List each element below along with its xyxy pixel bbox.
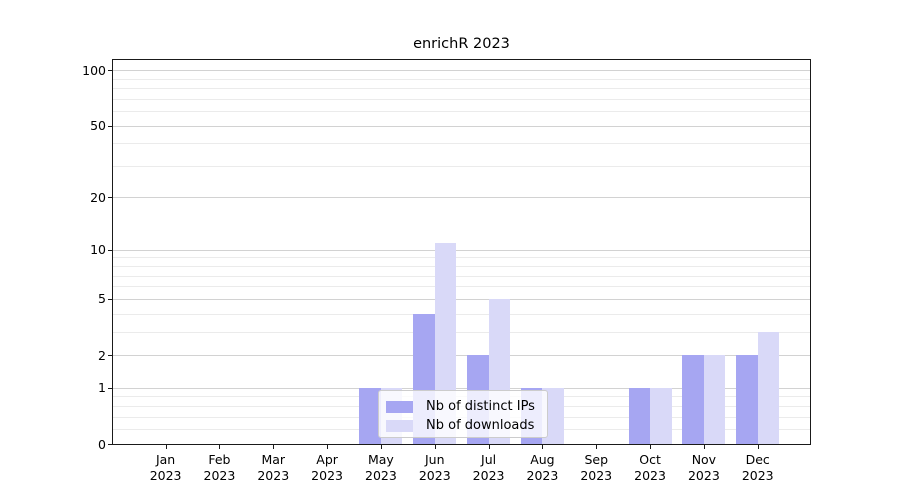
x-tick-label-year: 2023: [526, 467, 559, 483]
gridline-major: [113, 70, 810, 72]
plot-area: [112, 59, 811, 445]
gridline-major: [113, 387, 810, 389]
x-tick-mark: [165, 445, 167, 449]
y-tick-label: 10: [90, 242, 106, 258]
legend-label-downloads: Nb of downloads: [426, 418, 535, 433]
x-tick-label-year: 2023: [257, 467, 290, 483]
y-tick-label: 5: [98, 291, 106, 307]
x-tick-label: Dec 2023: [728, 452, 788, 483]
y-tick-label: 0: [98, 436, 106, 452]
bar-downloads-nov: [703, 355, 726, 444]
legend-item-downloads: Nb of downloads: [386, 416, 547, 435]
gridline-major: [113, 197, 810, 199]
x-tick-label: Apr 2023: [297, 452, 357, 483]
gridline-minor: [113, 165, 810, 167]
x-tick-label: Feb 2023: [189, 452, 249, 483]
x-tick-mark: [757, 445, 759, 449]
gridline-minor: [113, 257, 810, 259]
y-tick-mark: [108, 298, 113, 300]
x-tick-label-year: 2023: [580, 467, 613, 483]
x-tick-mark: [488, 445, 490, 449]
gridline-major: [113, 298, 810, 300]
x-tick-label-year: 2023: [472, 467, 505, 483]
x-tick-label: Jan 2023: [136, 452, 196, 483]
x-tick-label-year: 2023: [203, 467, 236, 483]
x-tick-label-year: 2023: [634, 467, 666, 483]
gridline-minor: [113, 78, 810, 80]
x-tick-mark: [703, 445, 705, 449]
gridline-minor: [113, 98, 810, 100]
y-tick-mark: [108, 249, 113, 251]
x-tick-label-year: 2023: [741, 467, 774, 483]
gridline-minor: [113, 88, 810, 90]
y-tick-label: 20: [90, 189, 106, 205]
x-tick-label-year: 2023: [311, 467, 343, 483]
gridline-minor: [113, 331, 810, 333]
x-tick-mark: [380, 445, 382, 449]
bar-ips-oct: [628, 387, 651, 444]
x-tick-mark: [596, 445, 598, 449]
y-tick-mark: [108, 197, 113, 199]
gridline-major: [113, 125, 810, 127]
bar-downloads-oct: [650, 387, 672, 444]
x-tick-mark: [327, 445, 329, 449]
gridline-minor: [113, 143, 810, 145]
x-tick-label: Sep 2023: [566, 452, 626, 483]
y-tick-mark: [108, 125, 113, 127]
bar-downloads-dec: [757, 331, 780, 444]
x-tick-label: Jun 2023: [405, 452, 465, 483]
y-tick-label: 2: [98, 347, 106, 363]
y-tick-mark: [108, 355, 113, 356]
legend-item-distinct-ips: Nb of distinct IPs: [386, 397, 547, 416]
x-tick-mark: [219, 445, 221, 449]
x-tick-label-year: 2023: [687, 467, 720, 483]
x-tick-label-year: 2023: [365, 467, 397, 483]
y-tick-label: 100: [82, 62, 106, 78]
legend: Nb of distinct IPs Nb of downloads: [378, 390, 548, 438]
x-tick-label: Aug 2023: [512, 452, 572, 483]
gridline-minor: [113, 266, 810, 268]
x-tick-label-year: 2023: [418, 467, 451, 483]
y-tick-mark: [108, 70, 113, 72]
gridline-minor: [113, 111, 810, 113]
bar-ips-may: [359, 387, 381, 444]
y-tick-label: 1: [98, 380, 106, 396]
gridline-major: [113, 249, 810, 251]
y-tick-mark: [108, 387, 113, 389]
bar-ips-dec: [736, 355, 758, 444]
x-tick-label: Mar 2023: [243, 452, 303, 483]
x-tick-label: Oct 2023: [620, 452, 680, 483]
gridline-major: [113, 355, 810, 356]
bar-ips-nov: [682, 355, 704, 444]
chart-title: enrichR 2023: [413, 36, 510, 52]
legend-swatch-downloads: [386, 419, 413, 432]
gridline-minor: [113, 313, 810, 315]
y-tick-mark: [108, 444, 113, 445]
x-tick-label-year: 2023: [149, 467, 182, 483]
x-tick-label: May 2023: [351, 452, 411, 483]
y-tick-label: 50: [90, 118, 106, 134]
legend-swatch-distinct-ips: [386, 400, 413, 413]
x-tick-mark: [542, 445, 544, 449]
gridline-minor: [113, 286, 810, 288]
legend-label-distinct-ips: Nb of distinct IPs: [426, 399, 535, 414]
x-tick-mark: [650, 445, 652, 449]
x-tick-mark: [434, 445, 436, 449]
x-tick-label: Jul 2023: [459, 452, 519, 483]
x-tick-label: Nov 2023: [674, 452, 734, 483]
gridline-minor: [113, 275, 810, 277]
x-tick-mark: [273, 445, 275, 449]
